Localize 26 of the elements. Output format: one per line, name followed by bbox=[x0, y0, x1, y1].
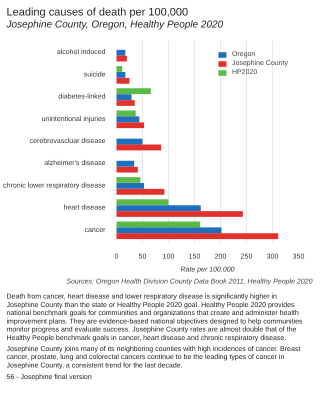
bar bbox=[116, 221, 200, 228]
bar bbox=[116, 56, 127, 62]
bar bbox=[116, 160, 134, 167]
bar bbox=[116, 88, 151, 94]
bar bbox=[116, 138, 142, 144]
bar bbox=[116, 50, 126, 56]
bar bbox=[116, 110, 136, 116]
bar bbox=[116, 94, 132, 100]
bar bbox=[116, 116, 140, 122]
chart-title: Leading causes of death per 100,000 bbox=[6, 6, 188, 18]
bar bbox=[116, 205, 201, 211]
bar bbox=[116, 182, 144, 189]
bar bbox=[116, 188, 164, 195]
bar bbox=[116, 72, 126, 78]
bar bbox=[116, 122, 144, 128]
bar bbox=[116, 100, 135, 106]
bar bbox=[116, 66, 122, 72]
bar bbox=[116, 233, 278, 240]
bar bbox=[116, 166, 138, 173]
bar bbox=[116, 199, 168, 206]
chart-subtitle: Josephine County, Oregon, Healthy People 2020 bbox=[6, 20, 224, 30]
bar bbox=[116, 78, 130, 84]
bar bbox=[116, 227, 222, 234]
bar bbox=[116, 211, 243, 217]
bar bbox=[116, 144, 162, 150]
bar bbox=[116, 177, 140, 183]
